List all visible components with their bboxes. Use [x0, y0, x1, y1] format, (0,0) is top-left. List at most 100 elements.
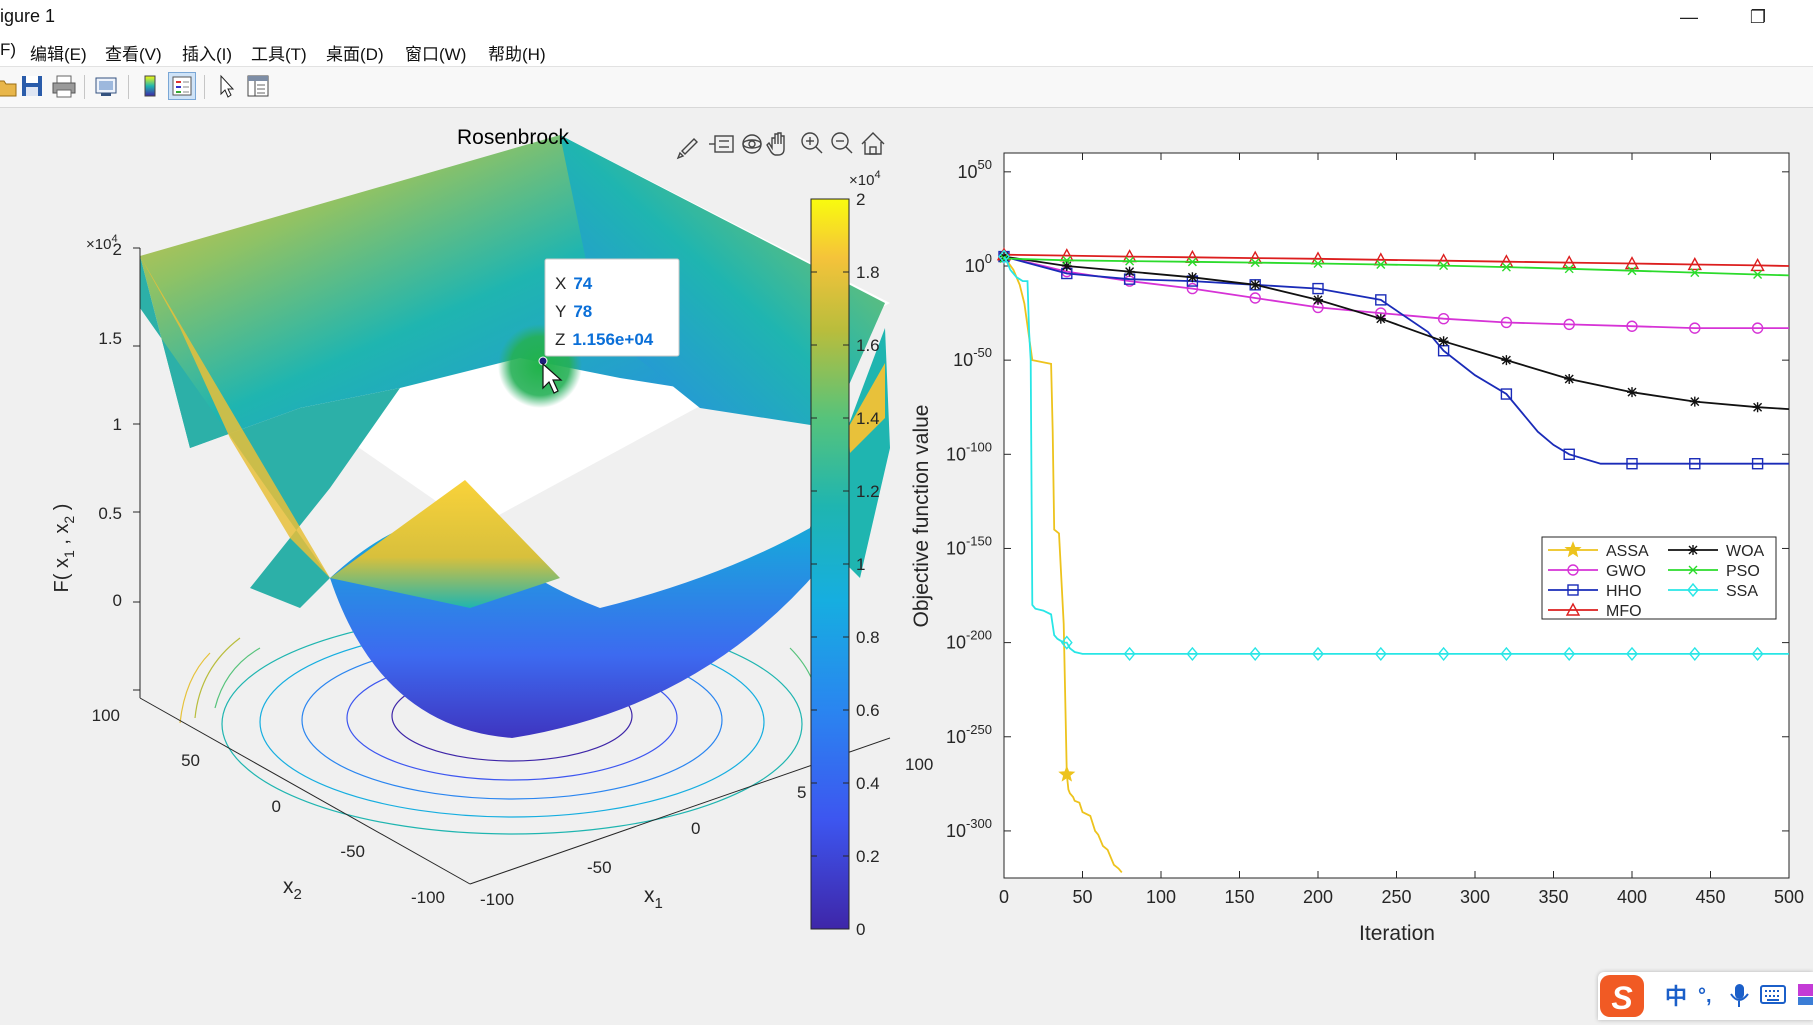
ime-lang-indicator[interactable]: 中	[1665, 984, 1687, 1009]
legend-label: GWO	[1606, 563, 1646, 580]
window-title: igure 1	[0, 6, 56, 26]
property-inspector-icon[interactable]	[244, 72, 272, 100]
series-marker-woa	[1564, 373, 1575, 384]
series-marker-pso	[1187, 257, 1197, 267]
series-marker-hho	[1375, 294, 1387, 306]
x-tick-label: 300	[1460, 887, 1490, 907]
series-line-mfo	[1003, 253, 1790, 267]
restore-button[interactable]: ❐	[1749, 7, 1767, 27]
menu-desktop[interactable]: 桌面(D)	[326, 45, 384, 64]
legend-marker	[1688, 565, 1698, 575]
legend-entry-woa[interactable]: WOA	[1668, 543, 1765, 560]
colorbar-icon[interactable]	[136, 72, 164, 100]
series-marker-pso	[1250, 258, 1260, 268]
legend-label: WOA	[1726, 543, 1765, 560]
x2-tick: 0	[272, 797, 281, 816]
menu-window[interactable]: 窗口(W)	[405, 45, 467, 64]
datatip-x: X 74	[555, 274, 593, 293]
legend[interactable]: ASSA GWO HHO MFO WOA PSO SSA	[1541, 536, 1777, 620]
series-marker-gwo	[1751, 322, 1764, 334]
series-marker-gwo	[1186, 282, 1199, 295]
skin-icon[interactable]	[1798, 984, 1813, 1005]
legend-entry-mfo[interactable]: MFO	[1548, 602, 1642, 620]
x1-tick: 100	[905, 755, 933, 774]
legend-entry-hho[interactable]: HHO	[1548, 583, 1642, 600]
rotate-3d-icon[interactable]	[742, 134, 762, 154]
series-marker-woa	[1124, 266, 1135, 277]
series-marker-pso	[1439, 261, 1449, 271]
microphone-icon[interactable]	[1730, 984, 1749, 1007]
figure-canvas: 2 1.5 1 0.5 0 ×104 F( x1 , x2 ) 100 50 0…	[0, 108, 1813, 1020]
legend-entry-gwo[interactable]: GWO	[1548, 563, 1646, 580]
legend-label: ASSA	[1606, 543, 1649, 560]
series-marker-ssa	[1186, 646, 1199, 662]
legend-entry-assa[interactable]: ASSA	[1548, 541, 1649, 560]
minimize-button[interactable]: —	[1680, 7, 1698, 27]
series-line-gwo	[1003, 255, 1789, 330]
z-tick: 2	[113, 240, 122, 259]
legend-entry-pso[interactable]: PSO	[1668, 563, 1760, 580]
x-tick-label: 150	[1224, 887, 1254, 907]
ime-punct-indicator[interactable]: °,	[1698, 985, 1712, 1007]
x1-tick: -50	[587, 858, 612, 877]
series-marker-woa	[1438, 336, 1449, 347]
open-file-icon[interactable]	[0, 72, 20, 100]
menu-insert[interactable]: 插入(I)	[182, 45, 233, 64]
x2-tick: -50	[340, 842, 365, 861]
link-plot-icon[interactable]	[92, 72, 120, 100]
series-marker-woa	[1689, 396, 1700, 407]
x2-tick: -100	[411, 888, 445, 907]
series-marker-woa	[1250, 279, 1261, 290]
window-titlebar: igure 1 — ❐	[0, 0, 1813, 34]
home-icon[interactable]	[861, 132, 885, 155]
series-marker-ssa	[1563, 646, 1576, 662]
left-plot-title: Rosenbrock	[457, 126, 570, 149]
colorbar-tick-label: 0.4	[856, 774, 880, 793]
data-tips-icon[interactable]	[709, 135, 734, 153]
ime-logo-icon[interactable]: S	[1600, 975, 1644, 1017]
y-tick-label: 10-250	[946, 722, 992, 747]
datatip-box[interactable]: X 74 Y 78 Z 1.156e+04	[544, 258, 680, 357]
series-marker-mfo	[1624, 256, 1640, 270]
ime-logo-text: S	[1611, 980, 1633, 1016]
series-marker-gwo	[1563, 318, 1575, 331]
x-tick-label: 200	[1303, 887, 1333, 907]
series-woa	[999, 251, 1790, 413]
colorbar-tick-label: 1	[856, 555, 865, 574]
zoom-out-icon[interactable]	[831, 132, 853, 154]
surface-left-edge	[140, 256, 330, 578]
colorbar-tick-label: 1.4	[856, 409, 880, 428]
menu-edit[interactable]: 编辑(E)	[30, 45, 87, 64]
surface-plot[interactable]	[140, 135, 890, 835]
zoom-in-icon[interactable]	[801, 132, 823, 154]
print-icon[interactable]	[50, 72, 78, 100]
keyboard-icon[interactable]	[1760, 985, 1786, 1004]
series-marker-mfo	[1562, 255, 1577, 269]
menu-file[interactable]: F)	[0, 40, 17, 59]
menu-tools[interactable]: 工具(T)	[251, 45, 307, 64]
menu-help[interactable]: 帮助(H)	[488, 45, 546, 64]
right-series	[996, 247, 1790, 873]
x-tick-label: 400	[1617, 887, 1647, 907]
pan-icon[interactable]	[766, 132, 785, 156]
menu-view[interactable]: 查看(V)	[105, 45, 162, 64]
colorbar-tick-label: 0.2	[856, 847, 880, 866]
legend-marker	[1567, 564, 1579, 576]
colorbar[interactable]	[810, 198, 850, 930]
x-tick-label: 500	[1774, 887, 1804, 907]
save-icon[interactable]	[18, 72, 46, 100]
brush-icon[interactable]	[676, 138, 698, 160]
legend-icon[interactable]	[168, 72, 196, 100]
x-tick-label: 50	[1072, 887, 1092, 907]
series-marker-ssa	[1123, 646, 1136, 662]
x-tick-label: 450	[1695, 887, 1725, 907]
x2-tick: 100	[92, 706, 120, 725]
series-marker-pso	[1125, 256, 1135, 266]
legend-entry-ssa[interactable]: SSA	[1668, 582, 1758, 600]
legend-label: HHO	[1606, 583, 1642, 600]
series-line-ssa	[1003, 256, 1789, 655]
series-marker-pso	[1627, 266, 1637, 276]
pointer-icon[interactable]	[212, 72, 240, 100]
series-marker-hho	[1689, 458, 1701, 470]
series-marker-ssa	[1626, 646, 1638, 662]
